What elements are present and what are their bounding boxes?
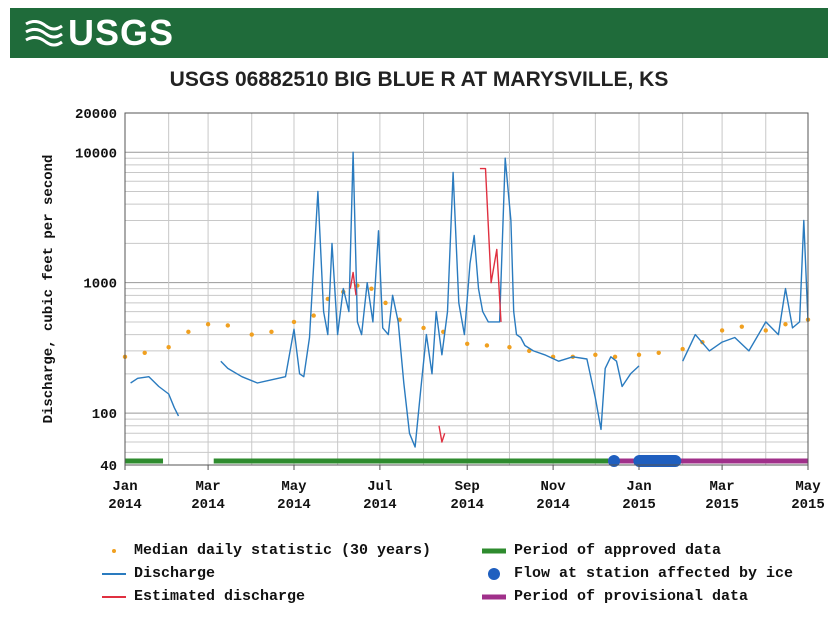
estimated-series [349, 167, 502, 443]
discharge-line [130, 376, 180, 417]
approved-band-icon [482, 548, 506, 554]
median-point [656, 350, 661, 355]
estimated-line [479, 167, 502, 322]
median-point [291, 319, 297, 325]
median-point [783, 322, 788, 327]
ice-band [608, 455, 621, 467]
median-point [526, 348, 532, 354]
x-tick-month: Jan [626, 479, 651, 495]
median-point [680, 346, 685, 352]
x-tick-year: 2014 [450, 497, 484, 513]
x-tick-year: 2015 [791, 497, 825, 513]
median-point [383, 300, 388, 306]
y-tick-labels: 20000 10000 1000 100 40 [75, 107, 117, 475]
discharge-line [682, 219, 809, 362]
median-point [612, 354, 618, 360]
ice-band [633, 455, 682, 467]
x-tick-year: 2014 [277, 497, 311, 513]
data-period-bands [125, 455, 808, 467]
median-point [507, 345, 512, 350]
chart-title: USGS 06882510 BIG BLUE R AT MARYSVILLE, … [169, 68, 669, 91]
median-point [739, 324, 745, 329]
discharge-line [220, 151, 640, 448]
legend-label-median: Median daily statistic (30 years) [134, 542, 432, 559]
median-point [484, 343, 490, 348]
median-point [421, 325, 426, 331]
x-tick-month: May [281, 479, 307, 495]
discharge-series [130, 151, 809, 448]
legend-label-approved: Period of approved data [514, 542, 722, 559]
x-tick-month: Nov [540, 479, 566, 495]
usgs-wave-logo-icon [25, 20, 63, 47]
x-tick-year: 2014 [108, 497, 142, 513]
median-point [719, 328, 725, 333]
estimated-line [349, 271, 357, 296]
x-tick-month: Sep [455, 479, 480, 495]
median-point [763, 328, 768, 333]
x-tick-month: Jan [112, 479, 137, 495]
median-point [166, 345, 171, 350]
y-axis-label: Discharge, cubic feet per second [41, 155, 57, 424]
median-point [186, 329, 191, 335]
plot-frame [124, 112, 809, 466]
legend-label-provisional: Period of provisional data [514, 588, 749, 605]
x-tick-year: 2014 [536, 497, 570, 513]
legend-label-ice: Flow at station affected by ice [514, 565, 794, 582]
median-point [636, 352, 642, 357]
x-tick-year: 2014 [363, 497, 397, 513]
median-point [249, 332, 254, 337]
legend-label-discharge: Discharge [134, 565, 216, 582]
x-tick-month: May [795, 479, 821, 495]
x-tick-year: 2014 [191, 497, 225, 513]
usgs-banner: USGS [10, 8, 828, 58]
x-tick-year: 2015 [622, 497, 656, 513]
median-point [269, 329, 274, 335]
grid-lines [124, 112, 809, 466]
y-tick-label: 40 [100, 459, 117, 475]
provisional-band-icon [482, 594, 506, 600]
y-tick-label: 20000 [75, 107, 117, 123]
median-marker-icon [112, 549, 116, 553]
median-point [369, 286, 374, 291]
y-tick-label: 1000 [83, 277, 117, 293]
median-point [593, 352, 598, 357]
discharge-line-icon [102, 573, 126, 575]
y-tick-label: 100 [92, 407, 117, 423]
median-point [311, 313, 316, 318]
ice-marker-icon [488, 568, 500, 580]
y-tick-label: 10000 [75, 146, 117, 162]
x-tick-month: Mar [195, 479, 220, 495]
legend: Median daily statistic (30 years) Discha… [100, 540, 830, 612]
x-tick-month: Mar [709, 479, 734, 495]
median-point [205, 322, 211, 327]
median-point [225, 323, 231, 328]
usgs-logo-text: USGS [68, 12, 175, 53]
median-point [465, 341, 470, 346]
x-tick-year: 2015 [705, 497, 739, 513]
estimated-line-icon [102, 596, 126, 598]
x-tick-month: Jul [367, 479, 392, 495]
estimated-line [438, 425, 446, 443]
legend-label-estimated: Estimated discharge [134, 588, 306, 605]
x-tick-labels: Jan 2014 Mar 2014 May 2014 Jul 2014 Sep 2014 Nov 20… [108, 465, 825, 513]
median-point [142, 350, 147, 355]
